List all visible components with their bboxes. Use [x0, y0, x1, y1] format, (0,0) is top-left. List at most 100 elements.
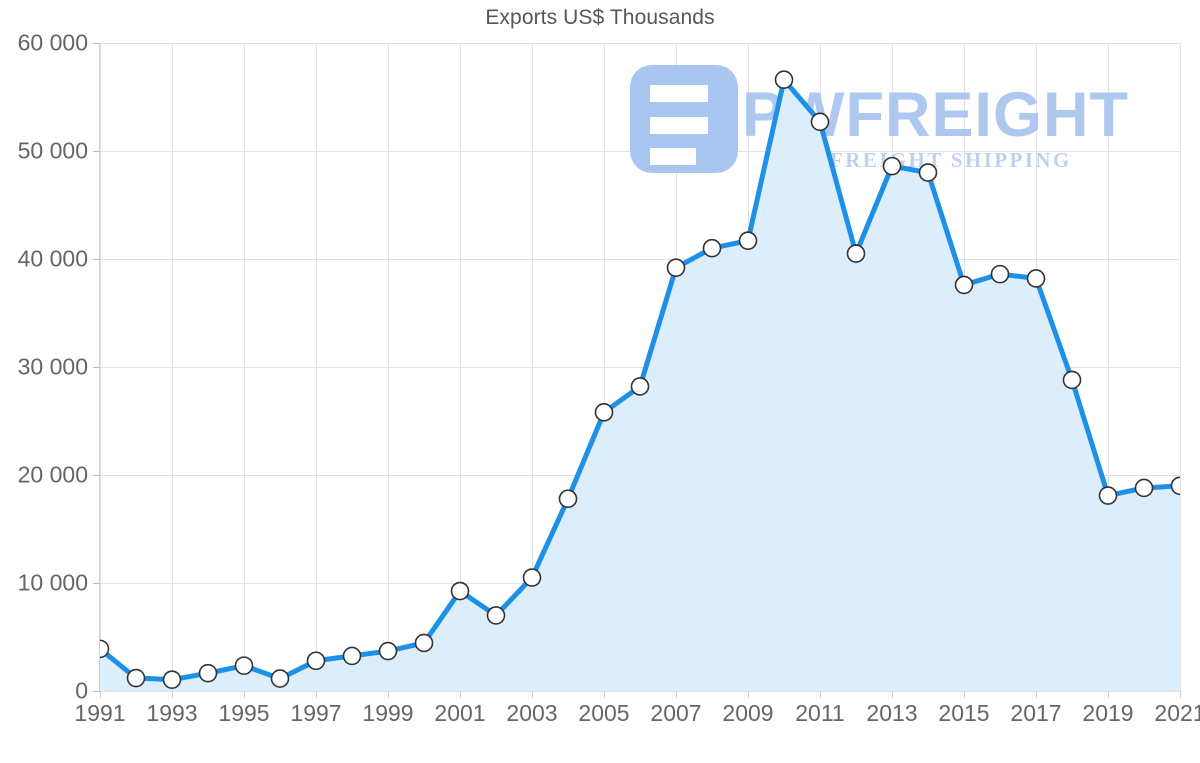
x-axis-tick-label: 1993: [146, 700, 198, 726]
series-canvas: [100, 70, 1181, 691]
x-axis-tick-label: 1991: [74, 700, 126, 726]
x-axis-tick-mark: [604, 691, 605, 698]
logo-bar-bottom: [650, 148, 696, 165]
data-point-marker[interactable]: [342, 646, 362, 666]
pwfreight-logo-icon: [630, 65, 738, 173]
y-axis-tick-mark: [93, 583, 100, 584]
data-point-marker[interactable]: [1026, 269, 1046, 288]
data-point-marker[interactable]: [1134, 478, 1154, 498]
x-axis-tick-mark: [316, 691, 317, 698]
y-axis-tick-label: 10 000: [17, 569, 88, 596]
data-point-marker[interactable]: [630, 377, 650, 396]
x-axis-tick-label: 2009: [722, 700, 774, 726]
data-point-marker[interactable]: [594, 403, 614, 422]
x-axis-tick-label: 2015: [938, 700, 990, 726]
data-point-marker[interactable]: [234, 656, 254, 675]
data-point-marker[interactable]: [810, 112, 830, 132]
gridline-horizontal: [100, 43, 1180, 44]
gridline-vertical: [1180, 43, 1181, 691]
y-axis-tick-mark: [93, 367, 100, 368]
logo-bar-top: [650, 85, 708, 102]
data-point-marker[interactable]: [450, 581, 470, 601]
data-point-marker[interactable]: [846, 244, 866, 263]
data-point-marker[interactable]: [738, 231, 758, 250]
gridline-vertical: [604, 43, 605, 691]
gridline-vertical: [244, 43, 245, 691]
data-point-marker[interactable]: [126, 668, 146, 688]
data-point-marker[interactable]: [486, 606, 506, 625]
data-point-markers: [100, 70, 1181, 689]
gridline-vertical: [100, 43, 101, 691]
gridline-vertical: [172, 43, 173, 691]
x-axis-tick-mark: [964, 691, 965, 698]
x-axis-tick-label: 1999: [362, 700, 414, 726]
data-point-marker[interactable]: [414, 633, 434, 653]
y-axis-tick-mark: [93, 475, 100, 476]
y-axis-tick-mark: [93, 43, 100, 44]
x-axis-tick-mark: [388, 691, 389, 698]
data-point-marker[interactable]: [270, 669, 290, 688]
x-axis-tick-mark: [532, 691, 533, 698]
data-point-marker[interactable]: [954, 275, 974, 295]
x-axis-tick-mark: [748, 691, 749, 698]
data-point-marker[interactable]: [198, 663, 218, 683]
data-point-marker[interactable]: [558, 489, 578, 509]
data-point-marker[interactable]: [774, 70, 794, 90]
x-axis-tick-label: 2011: [795, 700, 845, 726]
data-point-marker[interactable]: [100, 639, 110, 659]
data-point-marker[interactable]: [162, 670, 182, 689]
x-axis-tick-label: 2021: [1154, 700, 1200, 726]
gridline-vertical: [1108, 43, 1109, 691]
x-axis-tick-mark: [460, 691, 461, 698]
data-point-marker[interactable]: [990, 264, 1010, 284]
gridline-vertical: [388, 43, 389, 691]
x-axis-tick-label: 2007: [650, 700, 702, 726]
page-title: Exports US$ Thousands: [485, 6, 715, 29]
x-axis-tick-mark: [1180, 691, 1181, 698]
data-point-marker[interactable]: [1170, 476, 1181, 496]
data-point-marker[interactable]: [522, 568, 542, 587]
gridline-horizontal: [100, 367, 1180, 368]
x-axis-tick-label: 2001: [434, 700, 486, 726]
x-axis-tick-mark: [676, 691, 677, 698]
data-point-marker[interactable]: [666, 258, 686, 277]
plot-area: PWFREIGHT FREIGHT SHIPPING: [99, 43, 1181, 692]
y-axis-tick-label: 60 000: [17, 29, 88, 56]
x-axis-tick-mark: [892, 691, 893, 698]
data-point-marker[interactable]: [702, 238, 722, 258]
y-axis-tick-label: 40 000: [17, 245, 88, 272]
y-axis-tick-mark: [93, 151, 100, 152]
x-axis-tick-mark: [172, 691, 173, 698]
x-axis-tick-label: 1995: [218, 700, 270, 726]
gridline-vertical: [532, 43, 533, 691]
data-point-marker[interactable]: [918, 163, 938, 182]
x-axis-tick-mark: [1108, 691, 1109, 698]
area-fill: [100, 79, 1180, 691]
x-axis-tick-label: 2019: [1082, 700, 1134, 726]
y-axis-tick-mark: [93, 691, 100, 692]
x-axis-tick-mark: [244, 691, 245, 698]
y-axis-tick-label: 30 000: [17, 353, 88, 380]
data-point-marker[interactable]: [1098, 486, 1118, 505]
y-axis-tick-label: 50 000: [17, 137, 88, 164]
data-point-marker[interactable]: [882, 156, 902, 176]
data-point-marker[interactable]: [378, 641, 398, 661]
gridline-horizontal: [100, 259, 1180, 260]
logo-bar-middle: [650, 117, 708, 134]
x-axis-tick-mark: [1036, 691, 1037, 698]
gridline-horizontal: [100, 691, 1180, 692]
y-axis-tick-label: 0: [75, 677, 88, 704]
x-axis-tick-label: 1997: [290, 700, 342, 726]
watermark-tagline: FREIGHT SHIPPING: [830, 148, 1072, 172]
gridline-vertical: [460, 43, 461, 691]
x-axis-tick-label: 2005: [578, 700, 630, 726]
data-point-marker[interactable]: [1062, 370, 1082, 390]
x-axis-tick-label: 2003: [506, 700, 558, 726]
x-axis-tick-label: 2013: [866, 700, 918, 726]
y-axis-tick-label: 20 000: [17, 461, 88, 488]
data-point-marker[interactable]: [306, 651, 326, 671]
x-axis-tick-mark: [820, 691, 821, 698]
gridline-vertical: [316, 43, 317, 691]
y-axis-tick-mark: [93, 259, 100, 260]
